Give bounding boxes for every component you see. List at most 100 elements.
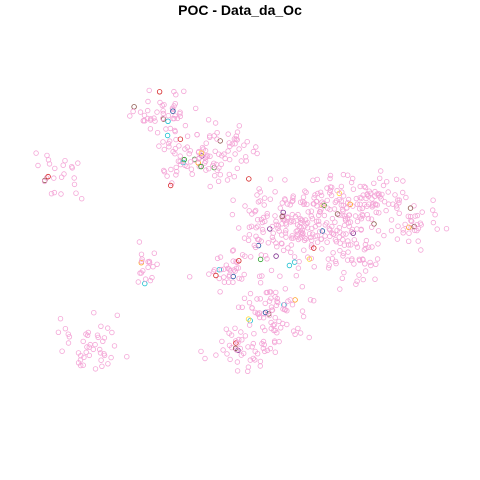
map-point xyxy=(376,192,382,198)
map-point xyxy=(316,221,322,228)
map-point xyxy=(205,165,212,172)
map-point xyxy=(260,315,267,321)
map-point xyxy=(245,344,251,350)
map-point xyxy=(241,295,248,301)
map-point xyxy=(224,351,230,357)
map-point xyxy=(203,140,209,146)
map-point xyxy=(230,197,236,203)
map-point xyxy=(236,336,242,343)
map-point xyxy=(330,250,336,256)
map-point xyxy=(75,350,82,356)
map-point xyxy=(101,335,108,341)
map-point xyxy=(154,129,161,136)
map-point xyxy=(403,194,409,201)
map-point xyxy=(319,228,326,234)
map-point xyxy=(418,222,424,228)
map-point xyxy=(369,196,375,202)
map-point xyxy=(101,351,107,357)
map-point xyxy=(138,251,145,257)
map-point xyxy=(430,219,437,226)
map-point xyxy=(334,187,340,194)
map-point xyxy=(290,195,296,201)
map-point xyxy=(276,338,282,345)
map-point xyxy=(187,159,194,165)
map-point xyxy=(289,302,296,308)
map-point xyxy=(86,352,92,359)
map-point xyxy=(243,158,249,164)
map-point xyxy=(317,228,323,235)
map-point xyxy=(154,109,160,115)
map-point xyxy=(408,224,414,231)
map-point xyxy=(329,256,335,262)
map-point xyxy=(35,162,41,169)
map-point xyxy=(257,296,263,302)
map-point xyxy=(288,235,295,241)
map-point xyxy=(332,258,339,265)
map-point xyxy=(198,163,204,170)
map-point xyxy=(326,226,332,232)
map-point xyxy=(434,226,440,232)
map-point xyxy=(380,182,387,189)
map-point xyxy=(229,248,236,254)
map-point xyxy=(245,316,252,322)
map-point xyxy=(171,115,177,122)
map-point xyxy=(415,225,422,232)
map-point xyxy=(66,334,73,340)
map-point xyxy=(329,184,335,190)
map-point xyxy=(363,237,370,244)
map-point xyxy=(51,189,58,196)
map-point xyxy=(138,270,144,276)
map-point xyxy=(262,195,268,201)
map-point xyxy=(279,241,285,247)
map-point xyxy=(311,245,317,251)
map-point xyxy=(345,242,352,248)
map-point xyxy=(245,364,252,370)
map-point xyxy=(396,210,402,216)
map-point xyxy=(246,300,253,306)
map-point xyxy=(135,279,141,285)
map-point xyxy=(289,217,295,224)
map-point xyxy=(99,363,105,369)
map-point xyxy=(182,146,188,152)
map-point xyxy=(288,219,294,225)
map-point xyxy=(322,222,328,228)
map-point xyxy=(207,183,213,190)
map-point xyxy=(345,172,351,178)
map-point xyxy=(264,213,270,219)
map-point xyxy=(234,165,240,172)
map-point xyxy=(294,231,301,237)
map-point xyxy=(137,109,144,115)
map-point xyxy=(33,150,39,156)
map-point xyxy=(430,207,436,213)
map-point xyxy=(268,304,275,310)
map-point xyxy=(250,148,257,155)
map-point xyxy=(141,112,148,119)
map-point xyxy=(211,267,218,273)
map-point xyxy=(160,115,166,122)
map-point xyxy=(269,223,275,230)
map-point xyxy=(246,208,252,214)
map-point xyxy=(311,264,317,270)
map-point xyxy=(145,264,151,271)
map-point xyxy=(273,221,280,228)
map-point xyxy=(245,237,252,243)
map-point xyxy=(296,223,303,230)
map-point xyxy=(332,199,338,206)
map-point xyxy=(86,344,92,350)
map-point xyxy=(348,242,354,248)
map-point xyxy=(292,331,298,337)
map-point xyxy=(337,247,343,254)
map-point xyxy=(171,88,177,95)
map-point xyxy=(300,313,307,320)
map-point xyxy=(204,152,211,159)
map-point xyxy=(414,221,420,228)
map-point xyxy=(273,218,279,225)
map-point xyxy=(246,176,252,182)
map-point xyxy=(306,256,313,262)
map-point xyxy=(78,195,85,202)
map-point xyxy=(214,167,220,173)
map-point xyxy=(360,192,366,198)
map-point xyxy=(406,224,412,230)
map-point xyxy=(302,188,308,194)
map-point xyxy=(59,348,65,354)
